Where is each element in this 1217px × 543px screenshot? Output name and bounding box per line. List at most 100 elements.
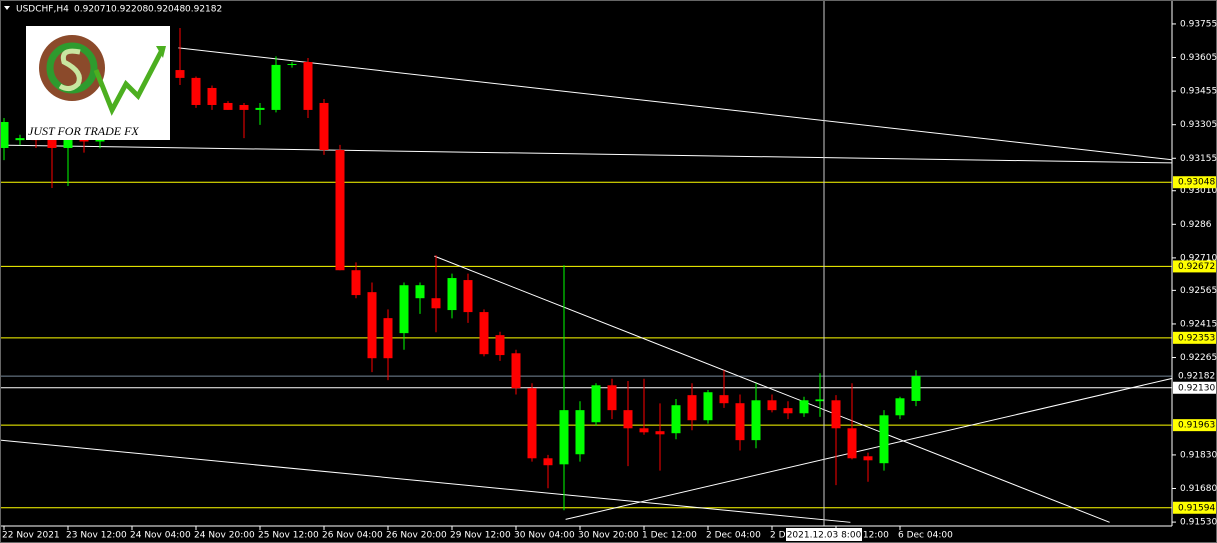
trendline [434, 255, 1110, 523]
candle-body [479, 312, 489, 355]
candle-body [623, 410, 633, 429]
candle-body [191, 77, 201, 105]
y-tick-label: 0.9286 [1180, 220, 1212, 230]
candle-body [303, 62, 313, 110]
candle-body [735, 403, 745, 441]
candle-body [415, 285, 425, 299]
x-tick-label: 1 Dec 12:00 [642, 531, 697, 541]
candle-body [911, 376, 921, 401]
x-tick-label: 26 Nov 04:00 [322, 531, 383, 541]
candle-body [799, 400, 809, 414]
x-tick-label: 6 Dec 04:00 [898, 531, 953, 541]
y-tick-label: 0.91530 [1180, 518, 1217, 528]
header-ohlc: 0.92071 0.92208 0.92048 0.92182 [74, 5, 222, 15]
trendline [0, 144, 1172, 164]
crosshair-label: 2021.12.03 8:00 [787, 531, 862, 541]
y-tick-label: 0.92415 [1180, 319, 1217, 329]
menu-arrow[interactable] [4, 6, 10, 10]
candle-body [751, 400, 761, 441]
y-tick-label: 0.93605 [1180, 53, 1217, 63]
x-tick-label: 24 Nov 20:00 [194, 531, 255, 541]
candle-body [703, 392, 713, 421]
candle-body [207, 87, 217, 105]
x-tick-label: 24 Nov 04:00 [130, 531, 191, 541]
candle-body [495, 335, 505, 356]
candle-body [575, 410, 585, 455]
trendline [178, 47, 1172, 161]
candle-body [719, 395, 729, 404]
candle-body [463, 280, 473, 313]
candle-body [367, 292, 377, 359]
candle-body [287, 64, 297, 66]
y-tick-label: 0.91680 [1180, 484, 1217, 494]
candle-body [15, 138, 25, 141]
candle-body [351, 270, 361, 296]
candle-body [271, 64, 281, 110]
level-label: 0.92353 [1178, 333, 1215, 343]
candle-body [399, 285, 409, 334]
y-tick-label: 0.91830 [1180, 450, 1217, 460]
logo-arrow [93, 48, 165, 116]
header-value: 0.92208 [111, 5, 148, 15]
candle-body [0, 122, 9, 148]
candle-body [255, 107, 265, 110]
candle-body [511, 353, 521, 389]
logo: JUST FOR TRADE FX [26, 26, 170, 140]
y-tick-label: 0.93155 [1180, 154, 1217, 164]
level-label-bg [1173, 260, 1216, 273]
header-value: 0.92071 [74, 5, 111, 15]
trendline [565, 377, 1172, 520]
level-label-bg [1173, 419, 1216, 432]
candle-body [639, 428, 649, 433]
candle-body [655, 431, 665, 435]
logo-text: JUST FOR TRADE FX [28, 124, 139, 138]
x-tick-label: 30 Nov 20:00 [578, 531, 639, 541]
candle-body [383, 318, 393, 359]
x-tick-label: 22 Nov 2021 [2, 531, 60, 541]
candle-body [527, 388, 537, 459]
y-tick-label: 0.92565 [1180, 286, 1217, 296]
candle-body [63, 138, 73, 148]
candle-body [239, 104, 249, 110]
candle-body [559, 410, 569, 465]
logo-arrow-head [156, 46, 166, 58]
logo-s [58, 48, 82, 92]
candle-body [879, 415, 889, 464]
candle-body [815, 399, 825, 402]
trendline [0, 439, 851, 523]
y-tick-label: 0.93305 [1180, 120, 1217, 130]
candle-body [767, 400, 777, 411]
candle-body [607, 385, 617, 411]
axes: 0.93755 0.93605 0.93455 0.93305 0.93155 0.930… [2, 19, 1217, 541]
x-tick-label: 2 Dec 04:00 [706, 531, 761, 541]
candle-body [447, 278, 457, 311]
x-tick-label: 26 Nov 20:00 [386, 531, 447, 541]
crosshair-label-bg [786, 528, 862, 541]
candle-body [671, 405, 681, 434]
x-tick-label: 30 Nov 04:00 [514, 531, 575, 541]
candle-body [175, 70, 185, 78]
y-tick-label: 0.92265 [1180, 353, 1217, 363]
candle-body [783, 408, 793, 414]
candle-body [847, 428, 857, 459]
level-label: 0.93048 [1178, 178, 1215, 188]
level-label-bg [1173, 176, 1216, 189]
y-tick-label: 0.93455 [1180, 87, 1217, 97]
symbol: USDCHF,H4 [16, 5, 69, 15]
candle-body [319, 102, 329, 150]
level-label: 0.92182 [1178, 372, 1215, 382]
level-label: 0.91594 [1178, 503, 1215, 513]
y-tick-label: 0.93755 [1180, 19, 1217, 29]
y-tick-label: 0.92710 [1180, 253, 1217, 263]
candle-body [895, 398, 905, 416]
x-tick-label: 25 Nov 12:00 [258, 531, 319, 541]
candle-body [831, 400, 841, 429]
x-tick-label: 23 Nov 12:00 [66, 531, 127, 541]
level-label: 0.92672 [1178, 262, 1215, 272]
level-label-bg [1173, 381, 1216, 394]
x-tick-label: 29 Nov 12:00 [450, 531, 511, 541]
level-label-bg [1173, 331, 1216, 344]
candle-body [863, 456, 873, 461]
